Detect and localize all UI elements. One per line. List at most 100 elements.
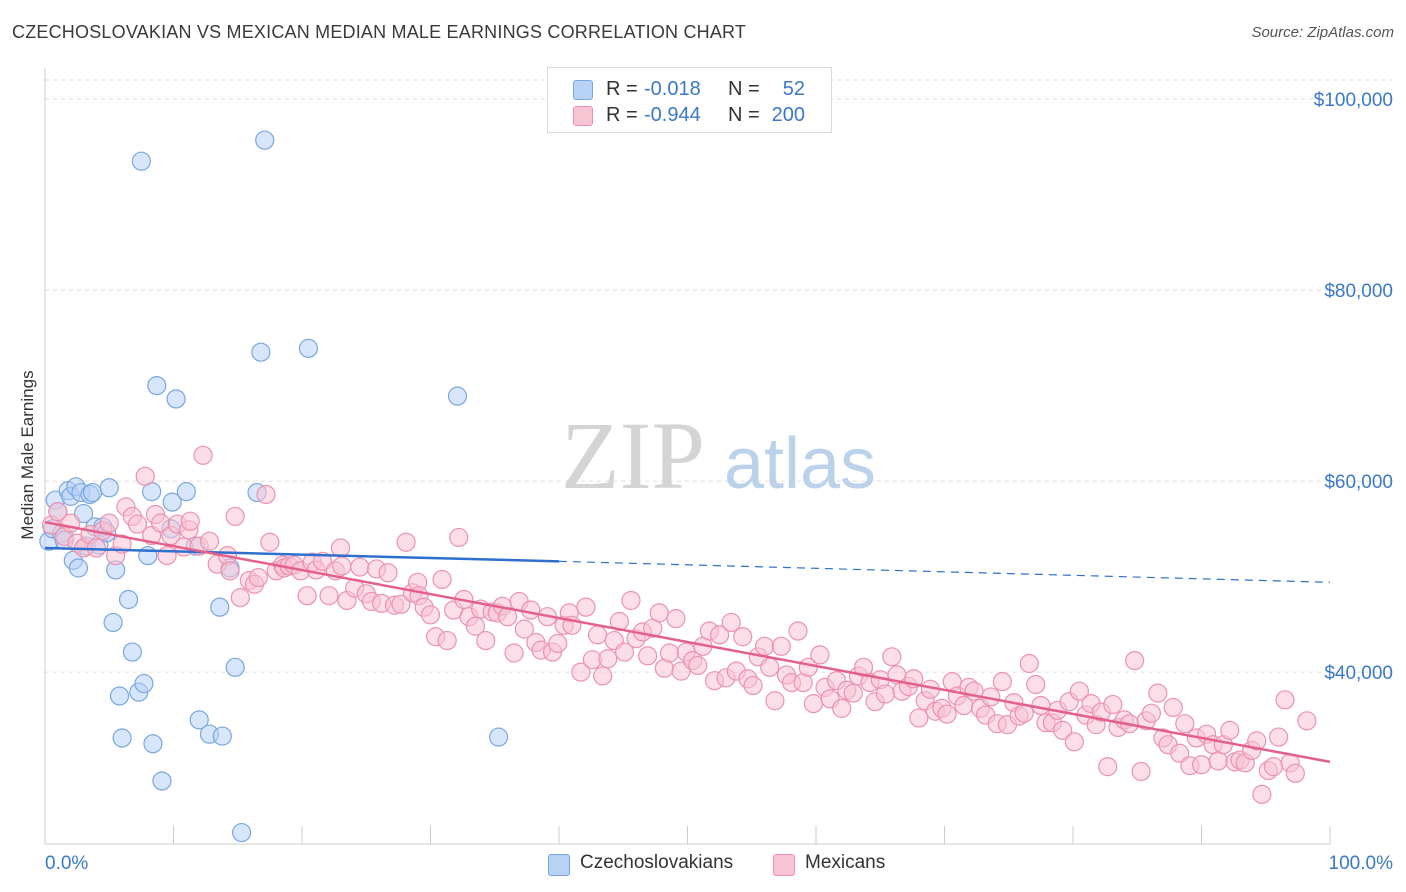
- mexicans-point: [48, 502, 68, 522]
- mexicans-point: [1285, 763, 1305, 783]
- mexicans-point: [571, 662, 591, 682]
- mexicans-point: [587, 625, 608, 645]
- mexicans-point: [548, 633, 568, 654]
- r-value: -0.018: [644, 78, 701, 100]
- czechoslovakians-point: [147, 376, 167, 396]
- legend-label: Czechoslovakians: [580, 852, 734, 873]
- mexicans-point: [225, 506, 245, 527]
- mexicans-point: [391, 594, 411, 614]
- mexicans-point: [256, 484, 276, 505]
- n-label: N =: [728, 104, 760, 126]
- czechoslovakians-point: [73, 503, 94, 524]
- czechoslovakians-point: [143, 734, 163, 754]
- axes: [44, 68, 1331, 845]
- mexicans-point: [504, 643, 524, 663]
- mexicans-point: [1175, 714, 1195, 734]
- x-tick-label-end: 100.0%: [1329, 853, 1394, 874]
- mexicans-point: [319, 586, 339, 606]
- mexicans-point: [771, 636, 791, 656]
- mexicans-point: [396, 532, 416, 552]
- mexicans-point: [476, 630, 496, 651]
- czechoslovakians-point: [131, 151, 151, 171]
- legend-label: Mexicans: [805, 852, 886, 873]
- mexicans-point: [638, 646, 658, 666]
- mexicans-point: [598, 649, 618, 669]
- chart-title: CZECHOSLOVAKIAN VS MEXICAN MEDIAN MALE E…: [12, 22, 747, 42]
- mexicans-point: [1064, 732, 1084, 752]
- czechoslovakians-point: [134, 673, 154, 694]
- mexicans-point: [332, 556, 352, 576]
- mexicans-point: [909, 708, 929, 728]
- mexicans-point: [832, 698, 852, 718]
- mexicans-point: [465, 616, 486, 636]
- mexicans-point: [614, 642, 635, 662]
- czechoslovakians-point: [122, 642, 142, 662]
- mexicans-point: [992, 672, 1012, 692]
- mexicans-point: [1268, 727, 1289, 747]
- czechoslovakians-point: [189, 710, 209, 730]
- mexicans-point: [1125, 651, 1145, 671]
- mexicans-point: [593, 666, 613, 686]
- mexicans-point: [180, 511, 200, 531]
- y-tick-label: $60,000: [1324, 472, 1393, 493]
- mexicans-point: [843, 683, 863, 703]
- series-czechoslovakians: [39, 130, 509, 843]
- y-tick-labels: $100,000 $80,000 $60,000 $40,000: [1314, 90, 1393, 684]
- mexicans-point: [297, 586, 317, 606]
- mexicans-point: [449, 527, 469, 548]
- legend-row-mex: R = -0.944 N = 200: [548, 102, 831, 130]
- x-tick-label-start: 0.0%: [45, 853, 88, 874]
- n-value: 52: [782, 78, 805, 100]
- mexicans-point: [1148, 683, 1168, 703]
- watermark-zip: ZIP: [561, 402, 705, 509]
- mexicans-point: [659, 643, 680, 663]
- mexicans-point: [710, 625, 730, 645]
- mexicans-point: [260, 532, 280, 552]
- mexicans-point: [350, 557, 370, 577]
- mexicans-point: [420, 605, 441, 625]
- mex-legend-swatch: [773, 854, 795, 876]
- czechoslovakians-point: [298, 338, 319, 358]
- legend-row-czech: R = -0.018 N = 52: [548, 76, 831, 104]
- czechoslovakians-point: [166, 389, 186, 409]
- czechoslovakians-point: [68, 558, 89, 578]
- mexicans-point: [882, 647, 902, 667]
- mexicans-point: [803, 694, 824, 714]
- mexicans-point: [1208, 751, 1228, 771]
- y-tick-label: $80,000: [1324, 281, 1393, 302]
- mexicans-point: [1297, 711, 1317, 731]
- czechoslovakians-point: [176, 482, 196, 502]
- r-label: R =: [606, 78, 638, 100]
- source-label: Source: ZipAtlas.com: [1251, 24, 1394, 41]
- watermark: ZIP atlas: [561, 402, 876, 509]
- czechoslovakians-trend-line: [44, 546, 560, 563]
- mexicans-point: [378, 563, 398, 583]
- czechoslovakians-point: [152, 771, 172, 791]
- mexicans-point: [721, 612, 741, 633]
- mexicans-point: [788, 621, 808, 641]
- mexicans-point: [1263, 757, 1284, 777]
- mexicans-point: [514, 619, 534, 639]
- x-tick-labels: 0.0% 100.0%: [45, 853, 1393, 874]
- y-axis-label: Median Male Earnings: [18, 370, 37, 539]
- czechoslovakians-point: [255, 130, 275, 150]
- r-label: R =: [606, 104, 638, 126]
- czechoslovakians-point: [251, 342, 271, 362]
- czech-swatch: [573, 80, 593, 100]
- mexicans-point: [230, 588, 250, 608]
- mexicans-point: [810, 645, 830, 665]
- trend-lines: [44, 520, 1331, 764]
- mexicans-point: [576, 597, 596, 617]
- mexicans-point: [1191, 755, 1212, 775]
- mexicans-point: [743, 675, 763, 696]
- czechoslovakians-point: [210, 597, 230, 617]
- mexicans-point: [754, 636, 775, 656]
- mexicans-point: [937, 704, 957, 724]
- mexicans-point: [61, 513, 81, 533]
- mexicans-point: [875, 684, 895, 704]
- mexicans-trend-line: [44, 520, 1331, 764]
- mexicans-point: [1163, 697, 1183, 718]
- mexicans-point: [312, 551, 333, 571]
- czechoslovakians-point: [103, 612, 123, 633]
